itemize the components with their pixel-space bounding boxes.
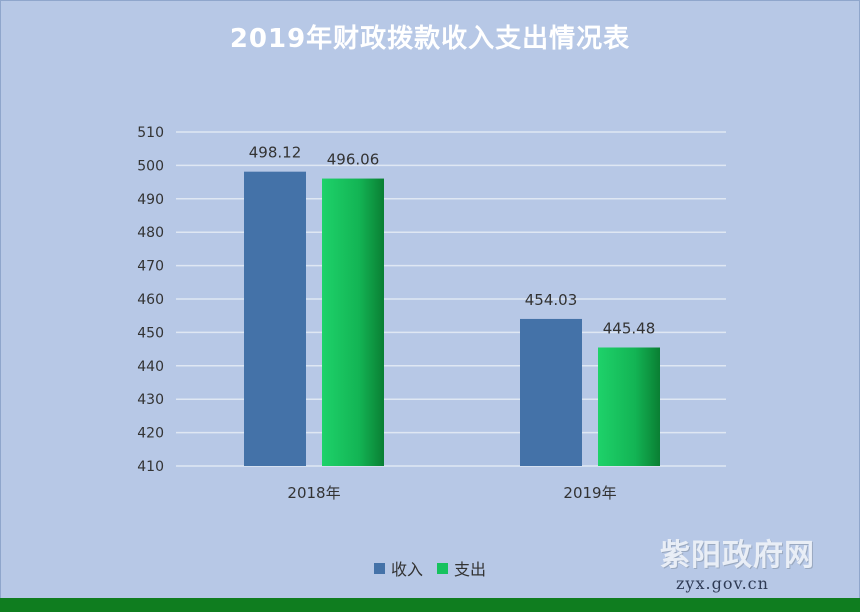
legend-label: 收入 (390, 560, 423, 579)
x-axis-ticks: 2018年 2019年 (287, 484, 616, 502)
bar-expense (598, 347, 660, 466)
y-tick-label: 420 (137, 426, 164, 442)
legend: 收入 支出 (0, 556, 860, 580)
data-label: 445.48 (603, 319, 656, 337)
y-axis-ticks: 410 420 430 440 450 460 470 480 490 500 510 (137, 125, 164, 475)
x-tick-label: 2018年 (287, 484, 340, 502)
bar-expense (322, 178, 384, 466)
data-label: 454.03 (525, 291, 578, 309)
x-tick-label: 2019年 (563, 484, 616, 502)
watermark: 紫阳政府网 zyx.gov.cn (660, 530, 850, 593)
y-tick-label: 510 (137, 125, 164, 141)
watermark-url: zyx.gov.cn (676, 574, 769, 593)
bar-income (520, 318, 582, 466)
chart-title: 2019年财政拨款收入支出情况表 (229, 24, 631, 54)
legend-item-expense: 支出 (437, 556, 486, 580)
y-tick-label: 470 (137, 259, 164, 275)
y-tick-label: 500 (137, 158, 164, 174)
y-tick-label: 490 (137, 192, 164, 208)
legend-item-income: 收入 (373, 556, 423, 580)
data-labels: 498.12 496.06 454.03 445.48 (249, 144, 656, 338)
y-tick-label: 480 (137, 225, 164, 241)
legend-swatch (373, 562, 385, 574)
y-tick-label: 440 (137, 359, 164, 375)
bar-income (244, 171, 306, 466)
legend-swatch (437, 562, 448, 574)
bottom-bar (0, 598, 860, 612)
bars (244, 171, 660, 466)
y-tick-label: 450 (137, 325, 164, 341)
data-label: 498.12 (249, 144, 302, 162)
legend-label: 支出 (454, 560, 487, 579)
y-tick-label: 460 (137, 292, 164, 308)
watermark-logo-text: 紫阳政府网 (660, 538, 815, 573)
y-tick-label: 430 (137, 392, 164, 408)
data-label: 496.06 (327, 151, 380, 169)
y-tick-label: 410 (137, 459, 164, 475)
